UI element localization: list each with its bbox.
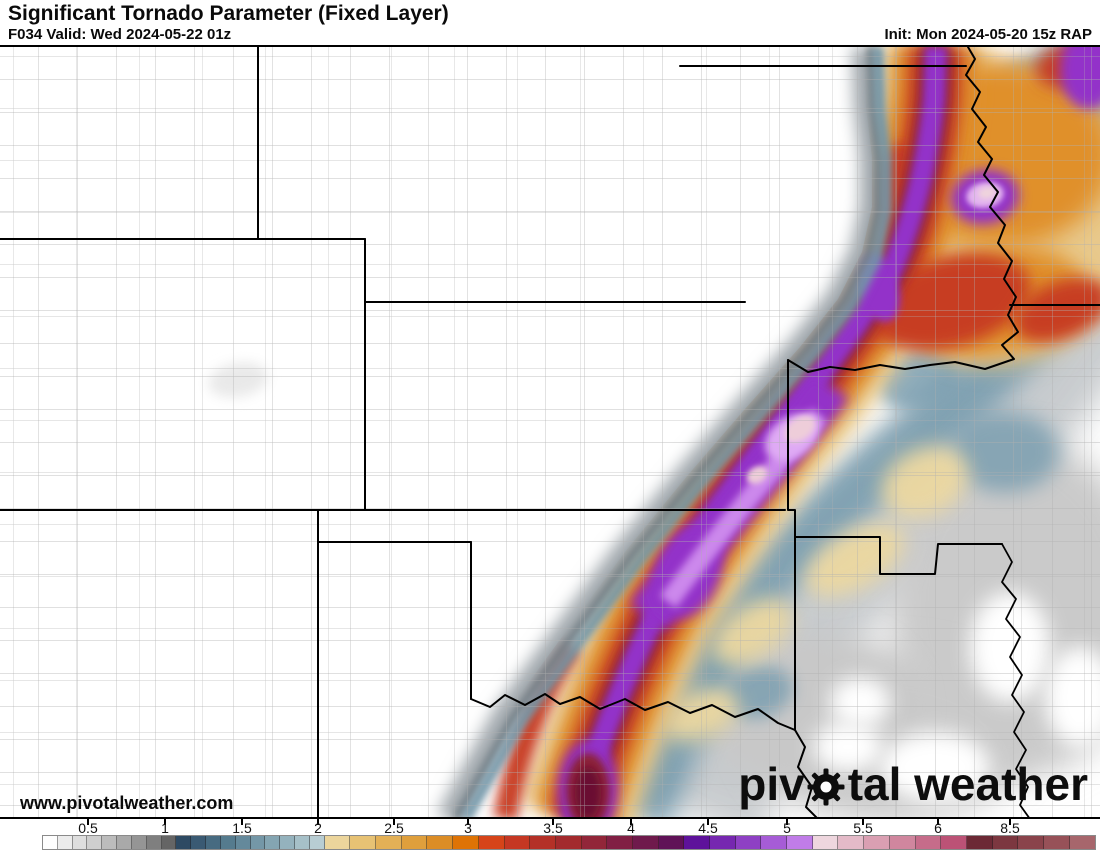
colorbar-tick (164, 819, 166, 825)
colorbar-cell (504, 836, 531, 849)
colorbar-cell (57, 836, 73, 849)
colorbar-unit-label: 6 (934, 820, 942, 836)
colorbar-cell (607, 836, 633, 849)
colorbar-cell (864, 836, 890, 849)
colorbar-cell (812, 836, 839, 849)
colorbar-cell (43, 836, 58, 849)
logo-text-tal-weather: tal weather (847, 758, 1088, 810)
colorbar-cell (915, 836, 942, 849)
colorbar-unit-label: 3 (464, 820, 472, 836)
colorbar-tick (786, 819, 788, 825)
colorbar-cell (146, 836, 162, 849)
colorbar-unit-label: 5 (783, 820, 791, 836)
colorbar-tick (707, 819, 709, 825)
colorbar-cell (265, 836, 281, 849)
colorbar-cell (530, 836, 556, 849)
watermark-url: www.pivotalweather.com (20, 793, 234, 813)
colorbar-unit-label: 2.5 (384, 820, 404, 836)
colorbar-tick (87, 819, 89, 825)
logo-text-piv: piv (738, 758, 805, 810)
colorbar-cell (206, 836, 221, 849)
colorbar-cell (761, 836, 788, 849)
colorbar-cell (176, 836, 192, 849)
colorbar-unit-label: 1.5 (232, 820, 252, 836)
colorbar-tick (937, 819, 939, 825)
pivotal-weather-logo: piv tal weather (738, 761, 1088, 807)
colorbar-cell (401, 836, 428, 849)
colorbar-cell (632, 836, 659, 849)
colorbar-cell (1043, 836, 1070, 849)
colorbar-cell (966, 836, 993, 849)
colorbar-cell (309, 836, 325, 849)
colorbar-cell (787, 836, 813, 849)
colorbar-unit-label: 8.5 (1000, 820, 1020, 836)
colorbar-cell (72, 836, 88, 849)
colorbar-cell (684, 836, 711, 849)
colorbar-cell (295, 836, 310, 849)
colorbar-cell (453, 836, 479, 849)
colorbar-tick (241, 819, 243, 825)
gear-icon (806, 767, 846, 807)
colorbar-cell (280, 836, 296, 849)
colorbar-cell (838, 836, 865, 849)
colorbar-tick (552, 819, 554, 825)
colorbar-cell (658, 836, 685, 849)
colorbar-cell (581, 836, 608, 849)
colorbar-cell (220, 836, 236, 849)
colorbar-tick (862, 819, 864, 825)
state-borders (0, 47, 1100, 817)
colorbar-cell (191, 836, 207, 849)
sigtor-map-canvas (0, 47, 1100, 817)
colorbar-tick (393, 819, 395, 825)
header: Significant Tornado Parameter (Fixed Lay… (0, 0, 1100, 45)
colorbar-cell (941, 836, 967, 849)
colorbar-tick (317, 819, 319, 825)
county-grid (0, 47, 1100, 817)
colorbar-cell (324, 836, 351, 849)
colorbar-cells (42, 835, 1096, 850)
colorbar-unit-label: 3.5 (543, 820, 563, 836)
colorbar-cell (427, 836, 454, 849)
colorbar-unit-label: 2 (314, 820, 322, 836)
colorbar-cell (161, 836, 177, 849)
colorbar-cell (250, 836, 266, 849)
colorbar-cell (735, 836, 762, 849)
colorbar-cell (555, 836, 582, 849)
colorbar-cell (478, 836, 505, 849)
forecast-valid-label: F034 Valid: Wed 2024-05-22 01z (8, 26, 232, 43)
colorbar-cell (117, 836, 132, 849)
colorbar-cell (102, 836, 118, 849)
colorbar-unit-label: 1 (161, 820, 169, 836)
colorbar-cell (87, 836, 103, 849)
colorbar-cell (131, 836, 147, 849)
model-init-label: Init: Mon 2024-05-20 15z RAP (884, 26, 1092, 43)
page-title: Significant Tornado Parameter (Fixed Lay… (8, 2, 449, 25)
colorbar-tick (630, 819, 632, 825)
colorbar-unit-label: 0.5 (78, 820, 98, 836)
weather-map: www.pivotalweather.com piv tal weather (0, 45, 1100, 817)
colorbar-cell (710, 836, 736, 849)
colorbar-unit-label: 4 (627, 820, 635, 836)
colorbar-tick (1009, 819, 1011, 825)
colorbar-cell (376, 836, 402, 849)
color-scale: 0.5 1 1.5 2 2.5 3 3.5 4 4.5 5 5.5 6 8.5 (0, 817, 1100, 850)
colorbar-unit-label: 5.5 (853, 820, 873, 836)
colorbar-cell (889, 836, 916, 849)
colorbar-tick (467, 819, 469, 825)
colorbar-cell (235, 836, 251, 849)
colorbar-cell (992, 836, 1019, 849)
colorbar-cell (350, 836, 377, 849)
colorbar-cell (1069, 836, 1096, 849)
colorbar-cell (1018, 836, 1044, 849)
colorbar-unit-label: 4.5 (698, 820, 718, 836)
